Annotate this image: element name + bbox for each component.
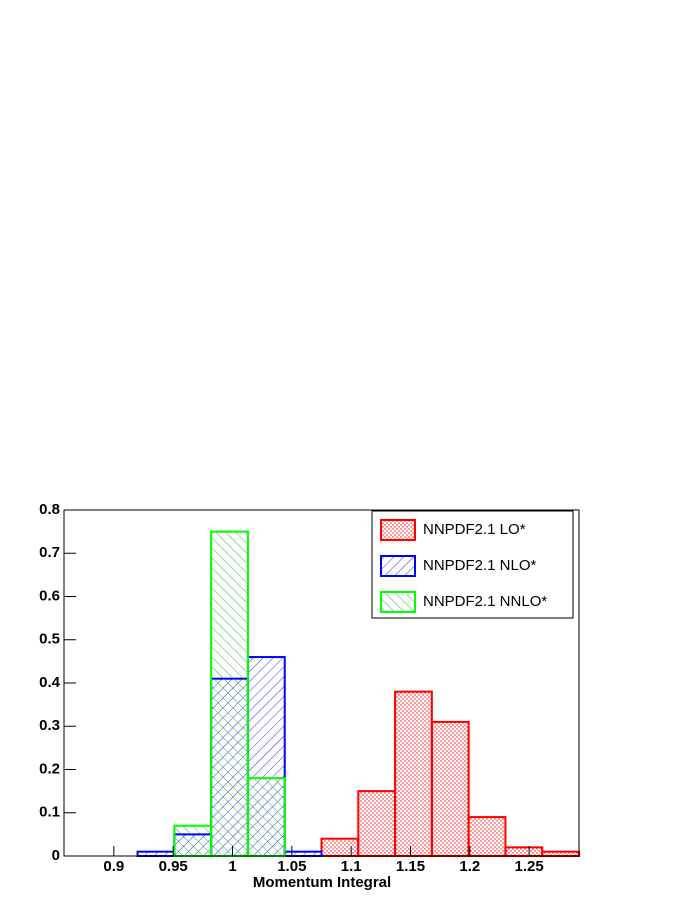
histogram-bar [136, 850, 176, 857]
x-tick-label: 0.9 [103, 858, 124, 875]
legend-swatch [380, 519, 416, 541]
x-tick-label: 1.05 [277, 858, 306, 875]
y-tick-label: 0.6 [39, 587, 60, 604]
histogram-bar [357, 790, 397, 857]
y-tick-label: 0.4 [39, 674, 61, 691]
x-tick-label: 1.1 [341, 858, 362, 875]
legend-label: NNPDF2.1 NNLO* [423, 593, 547, 610]
histogram-bar [541, 850, 581, 857]
y-tick-label: 0.7 [39, 544, 60, 561]
x-tick-label: 1.2 [459, 858, 480, 875]
histogram-bar [320, 837, 360, 858]
x-tick-label: 1.25 [515, 858, 544, 875]
legend-label: NNPDF2.1 LO* [423, 521, 526, 538]
histogram-bar [394, 690, 433, 858]
histogram-bar [246, 777, 286, 858]
x-tick-label: 0.95 [159, 858, 188, 875]
x-axis-label: Momentum Integral [253, 874, 391, 891]
legend-swatch [380, 555, 416, 577]
y-tick-label: 0.1 [39, 804, 60, 821]
histogram-bar [467, 816, 507, 858]
histogram-bar [504, 846, 544, 857]
histogram-bar [210, 530, 249, 857]
y-tick-label: 0 [52, 847, 60, 864]
y-tick-label: 0.2 [39, 760, 60, 777]
legend-swatch [380, 591, 416, 613]
histogram-bar [173, 824, 213, 857]
y-tick-label: 0.8 [39, 501, 60, 518]
x-tick-label: 1 [228, 858, 236, 875]
legend-label: NNPDF2.1 NLO* [423, 557, 537, 574]
histogram-bar [283, 850, 323, 857]
y-tick-label: 0.5 [39, 631, 60, 648]
histogram-bar [430, 720, 470, 857]
x-tick-label: 1.15 [396, 858, 425, 875]
y-tick-label: 0.3 [39, 717, 60, 734]
